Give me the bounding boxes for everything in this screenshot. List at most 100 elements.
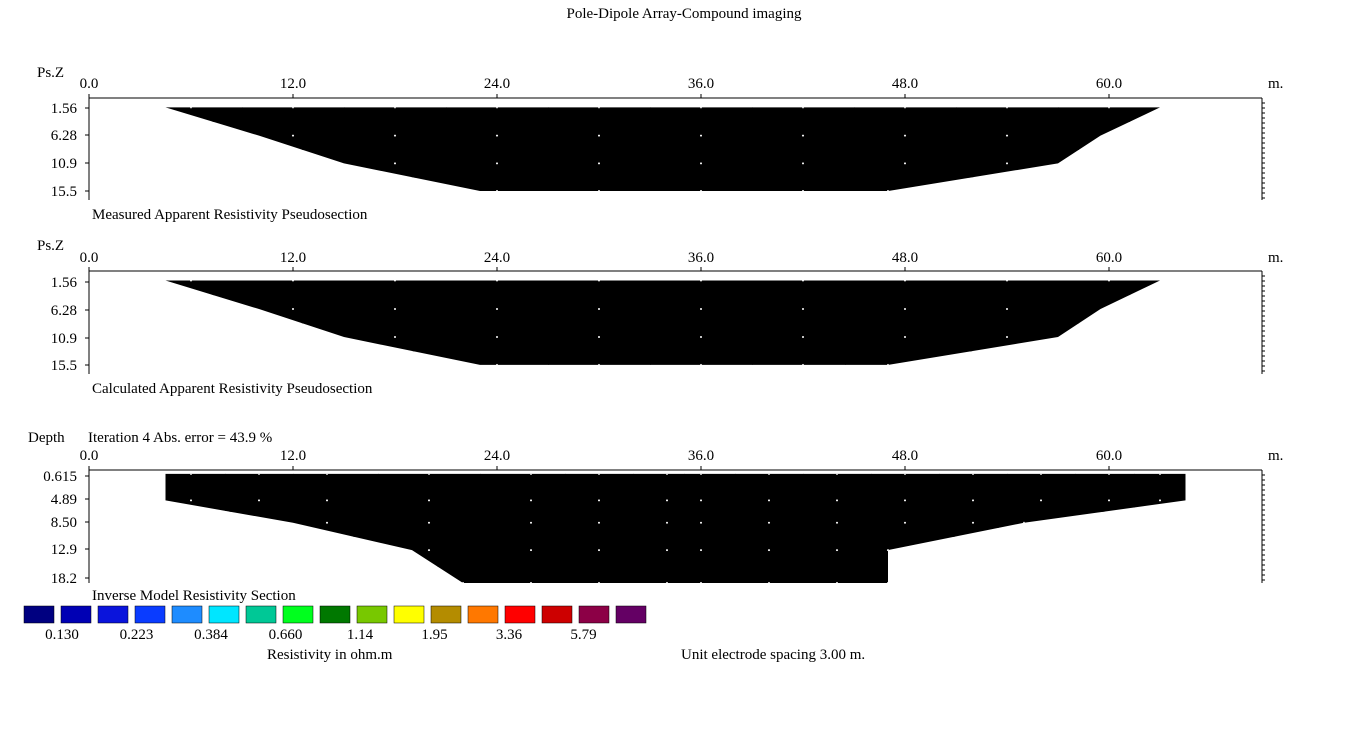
data-point [496, 162, 498, 165]
legend-swatch [467, 605, 499, 624]
section-fill [165, 280, 1160, 365]
resistivity-cell [684, 536, 736, 568]
data-point [1006, 134, 1008, 137]
resistivity-cell [1058, 107, 1160, 123]
legend-label: 5.79 [570, 627, 596, 643]
x-unit-label: m. [1268, 448, 1283, 464]
y-tick-label: 10.9 [51, 156, 77, 172]
data-point [190, 107, 192, 109]
data-point [802, 162, 804, 165]
resistivity-cell [242, 280, 345, 296]
data-point [394, 107, 396, 109]
x-tick-label: 48.0 [892, 448, 918, 464]
data-point [496, 363, 498, 365]
resistivity-cell [165, 323, 447, 352]
resistivity-cell [565, 536, 634, 568]
data-point [972, 521, 974, 524]
data-point [768, 473, 770, 475]
x-tick-label: 36.0 [688, 448, 714, 464]
data-point [1023, 521, 1025, 524]
y-axis-label: Ps.Z [37, 65, 64, 81]
x-tick-label: 24.0 [484, 76, 510, 92]
data-point [768, 521, 770, 524]
resistivity-cell [480, 487, 566, 513]
resistivity-cell [242, 107, 345, 123]
resistivity-cell [165, 536, 481, 568]
data-point [768, 582, 770, 583]
data-point [598, 521, 600, 524]
resistivity-cell [565, 511, 634, 537]
resistivity-cell [684, 473, 736, 488]
x-tick-label: 12.0 [280, 448, 306, 464]
resistivity-cell [497, 566, 566, 583]
legend-label: 0.130 [45, 627, 79, 643]
legend-label: 0.223 [120, 627, 154, 643]
data-point [428, 549, 430, 552]
x-tick-label: 12.0 [280, 250, 306, 266]
legend-swatch [282, 605, 314, 624]
data-point [802, 308, 804, 311]
data-point [904, 107, 906, 109]
panel-caption: Measured Apparent Resistivity Pseudosect… [92, 207, 368, 223]
data-point [700, 190, 702, 191]
data-point [1040, 499, 1042, 502]
x-tick-label: 36.0 [688, 76, 714, 92]
data-point [836, 521, 838, 524]
data-point [836, 582, 838, 583]
x-tick-label: 60.0 [1096, 250, 1122, 266]
data-point [836, 473, 838, 475]
data-point [598, 308, 600, 311]
data-point [887, 582, 889, 583]
resistivity-cell [845, 177, 1160, 191]
data-point [802, 280, 804, 282]
resistivity-cell [684, 511, 736, 537]
data-point [598, 363, 600, 365]
resistivity-cell [862, 536, 1186, 568]
data-point [666, 549, 668, 552]
legend-swatch [134, 605, 166, 624]
data-point [1108, 473, 1110, 475]
section-fill [165, 107, 1160, 191]
resistivity-cell [378, 473, 481, 488]
data-point [887, 549, 889, 552]
y-axis-label: Ps.Z [37, 238, 64, 254]
data-point [190, 280, 192, 282]
resistivity-cell [446, 107, 549, 123]
data-point [700, 107, 702, 109]
resistivity-cell [1075, 487, 1135, 513]
resistivity-cell [633, 511, 685, 537]
resistivity-cell [871, 473, 940, 488]
electrode-spacing-note: Unit electrode spacing 3.00 m. [681, 647, 865, 663]
data-point [836, 499, 838, 502]
inverse-model-panel: Depth Iteration 4 Abs. error = 43.9 % In… [28, 430, 1283, 604]
data-point [530, 473, 532, 475]
data-point [462, 582, 464, 583]
resistivity-cell [633, 536, 685, 568]
x-tick-label: 48.0 [892, 76, 918, 92]
x-tick-label: 48.0 [892, 250, 918, 266]
resistivity-cell [735, 473, 804, 488]
legend-label: 3.36 [496, 627, 523, 643]
y-tick-label: 18.2 [51, 571, 77, 587]
resistivity-cell [684, 487, 736, 513]
resistivity-cell [480, 511, 566, 537]
resistivity-cell [165, 566, 498, 583]
resistivity-cell [378, 511, 481, 537]
resistivity-cell [684, 566, 736, 583]
resistivity-cell [565, 473, 634, 488]
color-legend: Resistivity in ohm.m 0.130 0.223 0.384 0.66… [23, 605, 647, 663]
resistivity-cell [633, 566, 685, 583]
data-point [530, 499, 532, 502]
resistivity-cell [956, 294, 1160, 324]
data-point [292, 134, 294, 137]
y-axis-label: Depth [28, 430, 65, 446]
data-point [802, 336, 804, 339]
resistivity-cell [165, 149, 447, 178]
legend-label: 0.384 [194, 627, 228, 643]
data-point [700, 582, 702, 583]
data-point [394, 162, 396, 165]
x-tick-label: 0.0 [80, 76, 99, 92]
data-point [904, 280, 906, 282]
data-point [292, 107, 294, 109]
y-tick-label: 15.5 [51, 358, 77, 374]
